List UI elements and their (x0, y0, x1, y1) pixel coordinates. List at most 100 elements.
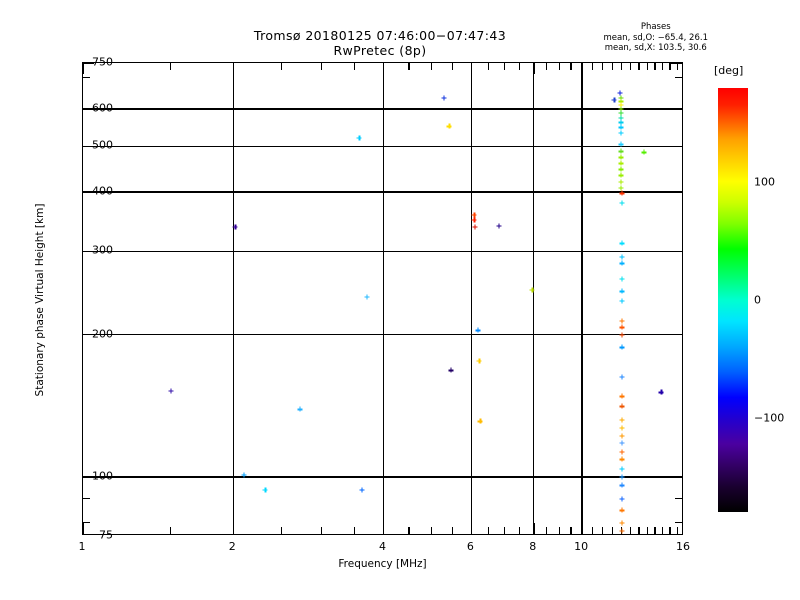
x-tick-minor-top (592, 63, 594, 70)
x-tick-major (382, 523, 385, 534)
x-tick-minor (646, 527, 648, 534)
x-tick-label: 1 (78, 540, 86, 553)
phase-stats-header: Phases (640, 22, 671, 32)
x-tick-minor (519, 527, 521, 534)
x-tick-minor-top (519, 63, 521, 70)
x-tick-major (581, 523, 583, 534)
gridline-horizontal (83, 191, 682, 193)
data-point (619, 344, 625, 350)
x-tick-minor-top (570, 63, 572, 70)
colorbar-tick-label: 0 (754, 293, 761, 307)
y-tick-label: 75 (99, 528, 113, 542)
data-point (619, 240, 625, 246)
x-tick-minor-top (488, 63, 490, 70)
gridline-horizontal (83, 108, 682, 110)
data-point (619, 260, 625, 266)
data-point (618, 154, 624, 160)
x-tick-major-top (533, 63, 535, 74)
x-tick-minor (408, 527, 410, 534)
gridline-vertical (581, 63, 583, 534)
x-tick-minor-top (669, 63, 671, 70)
data-point (619, 417, 625, 423)
gridline-vertical (232, 63, 234, 534)
gridline-vertical (533, 63, 535, 534)
x-tick-minor-top (320, 63, 322, 70)
x-tick-major (470, 523, 473, 534)
y-tick-major-right (671, 250, 682, 253)
data-point (496, 223, 502, 228)
x-tick-minor (638, 527, 640, 534)
data-point (618, 160, 624, 166)
x-tick-minor-top (654, 63, 656, 70)
x-tick-minor-top (281, 63, 283, 70)
data-point (618, 102, 624, 108)
data-point (619, 324, 625, 330)
data-point (619, 393, 625, 399)
x-tick-minor-top (646, 63, 648, 70)
x-tick-minor (662, 527, 664, 534)
x-tick-minor (451, 527, 454, 534)
data-point (619, 496, 625, 502)
data-point (618, 148, 624, 154)
data-point (618, 106, 624, 112)
data-point (619, 332, 625, 338)
colorbar-tick-label: 100 (754, 175, 775, 189)
data-point (168, 388, 174, 394)
x-tick-minor (170, 527, 172, 534)
data-point (471, 212, 477, 218)
data-point (619, 466, 625, 472)
gridline-horizontal (83, 476, 682, 478)
data-point (471, 217, 477, 223)
x-tick-major-top (232, 63, 235, 74)
data-point (618, 166, 624, 172)
x-tick-minor-top (621, 63, 623, 70)
x-tick-minor (353, 527, 356, 534)
x-tick-major (232, 523, 235, 534)
data-point (619, 190, 625, 196)
y-tick-minor-right (675, 522, 682, 524)
data-point (241, 472, 247, 478)
y-tick-major-right (671, 63, 682, 64)
data-point (618, 95, 624, 101)
y-tick-major (83, 191, 94, 193)
data-point (618, 179, 624, 185)
x-tick-minor-top (408, 63, 410, 70)
x-tick-minor-top (611, 63, 613, 70)
y-tick-minor (83, 497, 90, 500)
y-tick-major (83, 145, 94, 148)
data-point (618, 130, 624, 136)
y-tick-minor (83, 522, 90, 524)
x-tick-minor (504, 527, 506, 534)
x-tick-minor (558, 527, 560, 534)
x-tick-label: 6 (466, 540, 474, 553)
data-point (359, 487, 365, 493)
phase-stats-o-mode: mean, sd,O: −65.4, 26.1 (603, 32, 708, 43)
data-point (619, 449, 625, 455)
data-point (618, 172, 624, 178)
data-point (364, 294, 370, 300)
data-point (619, 507, 625, 513)
data-point (619, 456, 625, 462)
colorbar[interactable] (718, 88, 748, 512)
phase-stats-block: Phases mean, sd,O: −65.4, 26.1 mean, sd,… (603, 22, 708, 54)
data-point (619, 482, 625, 488)
y-tick-major-right (671, 476, 682, 478)
data-point (297, 406, 303, 412)
data-point (658, 389, 664, 395)
data-point (619, 520, 625, 526)
x-tick-minor (654, 527, 656, 534)
data-point (619, 254, 625, 260)
data-point (446, 123, 452, 129)
y-tick-major (83, 63, 94, 64)
x-tick-minor (602, 527, 604, 534)
y-axis-title: Stationary phase Virtual Height [km] (34, 203, 46, 397)
data-point (529, 287, 535, 292)
y-tick-major (83, 333, 94, 336)
data-point (618, 119, 624, 125)
y-tick-major-right (671, 333, 682, 336)
scatter-plot-area[interactable] (82, 62, 683, 535)
x-tick-major-top (83, 63, 84, 74)
phase-stats-x-mode: mean, sd,X: 103.5, 30.6 (604, 43, 707, 53)
x-tick-label: 16 (676, 540, 690, 553)
x-tick-label: 4 (379, 540, 386, 553)
